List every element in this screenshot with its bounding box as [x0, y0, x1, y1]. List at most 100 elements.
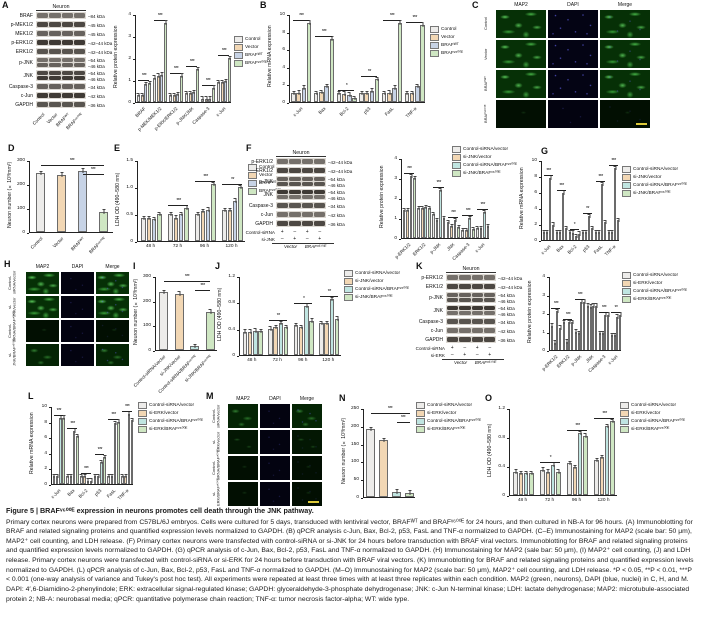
bar: [86, 478, 90, 484]
y-tick-label: 0: [22, 230, 25, 235]
bar: [296, 90, 301, 102]
y-tick-label: 0: [534, 238, 537, 243]
blot-band: [313, 212, 325, 217]
bar: [168, 211, 173, 241]
blot-band: [289, 203, 301, 208]
blot-band-row: [37, 58, 85, 62]
legend-swatch: [416, 418, 425, 425]
y-tick-mark: [26, 185, 29, 186]
blot-row-label: GAPDH: [425, 337, 443, 343]
panel-n-neuron-count-chart: Neuron number (×10³/mm²) *** *** 0 50 100 150 2…: [341, 398, 416, 508]
kda-label: –46 kDa: [88, 63, 105, 69]
blot-band: [73, 102, 85, 107]
plot-area: *** *** **: [137, 161, 245, 242]
bar: [610, 332, 614, 350]
y-tick-mark: [546, 277, 549, 278]
blot-band: [61, 22, 73, 27]
blot-band: [471, 284, 483, 289]
bar: [178, 211, 184, 241]
y-tick-label: 10: [279, 12, 285, 17]
y-tick-label: 3: [542, 292, 545, 298]
sig-marks: ***: [451, 210, 456, 216]
column-header: DAPI: [567, 2, 579, 8]
sig-marks: ***: [565, 312, 571, 319]
sig-marks: ***: [436, 180, 441, 186]
error-bar: [555, 308, 559, 314]
bar: [211, 181, 216, 241]
y-tick-label: 4: [534, 206, 537, 211]
row-label: Control-siRNA/vector: [211, 404, 221, 428]
blot-band: [313, 190, 325, 194]
blot-band: [277, 203, 289, 208]
sig-bracket: [94, 454, 105, 456]
legend-label: si-JNK/BRAFᵛ⁶⁰⁰ᴱ: [355, 294, 393, 300]
dapi-image: [61, 320, 94, 342]
blot-row-label: Caspase-3: [8, 84, 33, 90]
bar: [242, 329, 248, 355]
error-bar: [113, 420, 117, 426]
bar: [555, 308, 559, 350]
sig-marks: ***: [157, 12, 163, 19]
blot-band-strip: [446, 318, 496, 325]
sig-bracket: [137, 80, 150, 82]
blot-band-row: [277, 203, 325, 208]
bar: [545, 229, 549, 240]
blot-band-row: [277, 212, 325, 217]
legend-label: si-ERK/BRAFᵛ⁶⁰⁰ᴱ: [633, 296, 672, 302]
bar: [341, 91, 347, 102]
bar: [616, 217, 620, 240]
panel-f-legend: Control-siRNA/vector si-JNK/vector Control…: [452, 146, 517, 178]
sig-marks: ***: [184, 274, 190, 280]
y-tick-mark: [48, 407, 51, 408]
error-bar: [160, 72, 164, 77]
y-tick-mark: [286, 67, 289, 69]
blot-band: [313, 221, 325, 226]
legend-swatch: [248, 172, 257, 179]
legend-swatch: [622, 280, 631, 287]
error-bar: [164, 20, 168, 25]
bar: [72, 428, 76, 484]
error-bar: [461, 227, 465, 233]
x-tick-label: 96 h: [298, 358, 308, 363]
blot-band-strip: [36, 57, 86, 68]
error-bar: [72, 428, 76, 433]
blot-row-label: Caspase-3: [248, 203, 273, 209]
blot-band: [61, 40, 73, 45]
blot-band-strip: [36, 92, 86, 99]
y-tick-label: 0.4: [228, 326, 235, 332]
dapi-image: [260, 430, 290, 454]
bar: [66, 473, 70, 484]
panel-o-ldh-chart: LDH OD (490–580 nm) * *** *** 0 0.4 0.8 1.2 48 h…: [487, 398, 618, 508]
error-bar: [427, 205, 431, 211]
kda-label: –54 kDa: [88, 57, 105, 63]
y-tick-mark: [48, 485, 51, 486]
bar: [583, 433, 588, 495]
error-bar: [529, 470, 533, 476]
blot-band: [277, 168, 289, 173]
blot-band: [447, 275, 459, 280]
bar: [96, 473, 100, 484]
blot-band: [301, 182, 313, 186]
y-tick-mark: [360, 444, 363, 446]
bar-group: **: [581, 161, 594, 240]
y-tick-label: 4: [44, 450, 47, 456]
legend-entry: Control-siRNA/BRAFᵛ⁶⁰⁰ᴱ: [620, 418, 685, 425]
kda-label: –34 kDa: [328, 203, 345, 209]
bar: [52, 473, 56, 484]
error-bar: [410, 90, 414, 96]
bar: [413, 175, 417, 238]
error-bar: [127, 411, 131, 416]
bar: [613, 332, 617, 350]
error-bar: [558, 325, 562, 330]
row-label: si-ERK/BRAFᵛ⁶⁰⁰ᴱ: [211, 478, 221, 506]
legend-swatch: [430, 42, 439, 49]
kda-label: –42–44 kDa: [498, 275, 523, 281]
blot-band-row: [447, 298, 495, 302]
y-tick-mark: [506, 467, 509, 468]
bar: [195, 211, 200, 241]
sig-bracket: [383, 19, 400, 21]
blot-band: [301, 221, 313, 226]
panel-h-micrograph-grid: MAP2 DAPI Merge Control-siRNA/vector si-JNK/…: [7, 264, 134, 370]
bar: [420, 22, 425, 102]
bar: [479, 225, 483, 238]
